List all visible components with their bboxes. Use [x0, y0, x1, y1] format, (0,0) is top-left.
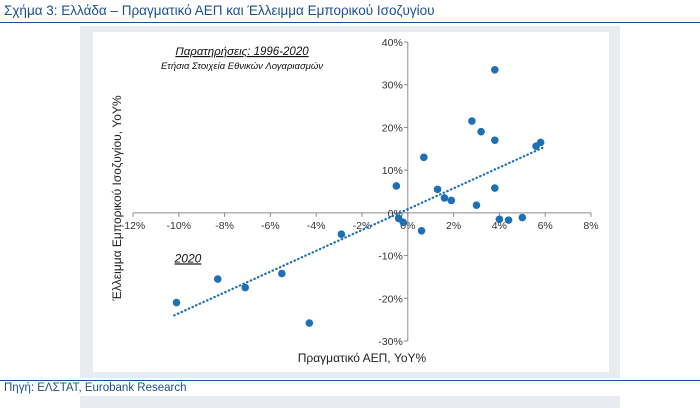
data-point	[399, 218, 408, 227]
data-point	[536, 138, 545, 147]
data-point	[392, 182, 401, 190]
data-point	[420, 153, 428, 162]
x-tick-label: 4%	[492, 220, 507, 232]
source-rule	[0, 380, 700, 381]
data-point	[518, 213, 527, 222]
bottom-frame-bar	[80, 396, 620, 408]
x-axis-label: Πραγματικό ΑΕΠ, YoY%	[298, 351, 427, 365]
trendline-group	[173, 145, 547, 317]
points-group	[172, 65, 545, 327]
data-point	[213, 275, 222, 283]
y-tick-label: 20%	[382, 122, 403, 134]
data-point	[172, 298, 181, 307]
data-point	[495, 215, 504, 224]
title-rule	[0, 22, 700, 23]
x-tick-label: 2%	[446, 220, 461, 232]
x-tick-label: -12%	[121, 220, 146, 232]
y-tick-label: 40%	[382, 37, 403, 49]
y-axis: -30%-20%-10%0%10%20%30%40%	[378, 37, 409, 348]
x-tick-label: -10%	[167, 220, 192, 232]
data-point	[241, 283, 250, 292]
data-point	[472, 201, 481, 209]
data-point	[491, 65, 499, 74]
source-note: Πηγή: ΕΛΣΤΑΤ, Eurobank Research	[4, 382, 187, 394]
trendline	[173, 145, 547, 317]
y-tick-label: 30%	[382, 80, 403, 92]
x-tick-label: 8%	[583, 220, 598, 232]
x-tick-label: -8%	[215, 220, 234, 232]
data-point	[278, 269, 286, 278]
y-tick-label: -10%	[378, 251, 403, 263]
x-tick-label: -6%	[261, 220, 280, 232]
y-tick-label: -20%	[378, 293, 403, 305]
data-point	[491, 184, 499, 192]
data-point	[477, 127, 485, 136]
data-point	[440, 194, 449, 202]
data-point	[504, 216, 513, 224]
y-tick-label: -30%	[378, 336, 403, 348]
data-point	[417, 226, 426, 235]
year-2020-label: 2020	[174, 251, 202, 265]
x-tick-label: 6%	[538, 220, 553, 232]
y-axis-label: Έλλειμμα Εμπορικού Ισοζυγίου, YoY%	[110, 95, 124, 302]
data-point	[433, 185, 442, 194]
x-tick-label: -4%	[307, 220, 326, 232]
annotations-group: Παρατηρήσεις: 1996-2020 Ετήσια Στοιχεία Ε…	[161, 46, 323, 265]
x-axis: -12% -10% -8% -6% -4% -2% 0% 2% 4% 6% 8%	[121, 212, 599, 232]
data-point	[305, 319, 314, 327]
data-point	[491, 136, 499, 145]
data-note: Ετήσια Στοιχεία Εθνικών Λογαριασμών	[161, 61, 323, 72]
data-point	[447, 196, 456, 205]
y-tick-label: 10%	[382, 165, 403, 177]
observations-note: Παρατηρήσεις: 1996-2020	[175, 46, 309, 58]
x-tick-label: -2%	[353, 220, 372, 232]
data-point	[468, 117, 476, 125]
data-point	[337, 230, 346, 239]
figure-title: Σχήμα 3: Ελλάδα – Πραγματικό ΑΕΠ και Έλλ…	[4, 3, 435, 18]
chart-panel	[93, 32, 609, 372]
